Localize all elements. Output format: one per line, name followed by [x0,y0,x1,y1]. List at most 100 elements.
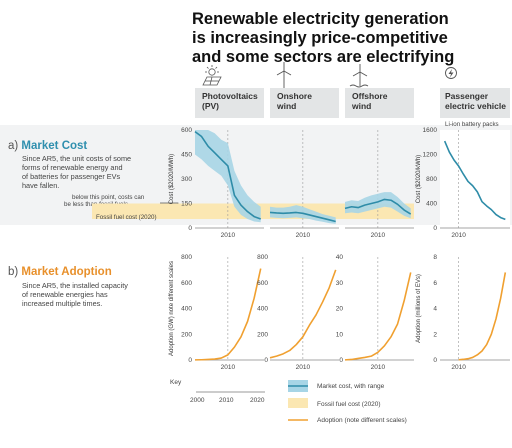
panel-4-ylabel: Adoption (GW) note different scales [169,261,175,356]
header-bg-pv [195,88,264,118]
panel-5-ytick-400: 400 [257,306,268,313]
panel-0-ytick-600: 600 [181,127,192,134]
panel-6-ytick-0: 0 [339,357,343,364]
panel-3-ytick-1200: 1200 [423,152,438,159]
section-a-desc-1: Since AR5, the unit costs of some [22,154,131,163]
panel-5-ytick-800: 800 [257,254,268,261]
panel-5-xtick-2010: 2010 [296,364,311,371]
chart-title-line-3: and some sectors are electrifying [192,48,454,66]
header-ev-2: electric vehicle [445,101,506,111]
header-offshore-2: wind [351,101,371,111]
panel-4-ytick-400: 400 [181,306,192,313]
key-tick-2010: 2010 [219,397,234,404]
key: Key 2000 2010 2020 Market cost, with ran… [170,379,407,424]
panel-0-cost-line [194,130,261,220]
panel-0-cost-range [195,130,261,223]
panel-7-ytick-8: 8 [433,254,437,261]
panel-3-cost-line [443,140,506,221]
header-pv-2: (PV) [202,101,219,111]
panel-1-xtick-2010: 2010 [296,232,311,239]
panel-3-ytick-800: 800 [426,176,437,183]
key-label-cost: Market cost, with range [317,383,385,390]
panel-0-ytick-0: 0 [188,225,192,232]
key-tick-2000: 2000 [190,397,205,404]
panel-2-cost-line [344,198,412,215]
section-a-desc-3: of batteries for passenger EVs [22,172,121,181]
panel-5-ytick-600: 600 [257,280,268,287]
panel-5-ytick-0: 0 [264,357,268,364]
section-a-desc-4: have fallen. [22,181,59,190]
panel-4-ytick-600: 600 [181,280,192,287]
panel-6-bg [345,257,414,360]
solar-panel-icon [202,65,222,86]
fossil-fuel-label: Fossil fuel cost (2020) [96,214,157,221]
wind-turbine-icon [276,62,292,88]
panel-7-ytick-4: 4 [433,306,437,313]
panel-2-xtick-2010: 2010 [371,232,386,239]
panel-0-xtick-2010: 2010 [221,232,236,239]
column-headers: Photovoltaics (PV) Onshore wind Offshore… [195,62,510,128]
panel-7-xtick-2010: 2010 [451,364,466,371]
panel-4-ytick-0: 0 [188,357,192,364]
header-onshore-2: wind [276,101,296,111]
key-swatch-fossil [288,398,308,408]
panel-4-ytick-200: 200 [181,331,192,338]
panel-4-bg [195,257,264,360]
panel-7-ytick-2: 2 [433,331,437,338]
panel-2-cost-range [345,192,411,219]
section-b-heading: b) Market Adoption [8,266,112,278]
panel-5-ytick-200: 200 [257,331,268,338]
panel-3-xtick-2010: 2010 [451,232,466,239]
panel-6-ytick-10: 10 [336,331,344,338]
panel-0-ytick-450: 450 [181,152,192,159]
section-a-heading: a) Market Cost [8,140,87,152]
fossil-note-line-1: below this point, costs can [72,194,145,201]
panel-6-xtick-2010: 2010 [371,364,386,371]
section-b-desc-1: Since AR5, the installed capacity [22,281,128,290]
section-b-desc-3: increased multiple times. [22,299,102,308]
panel-6-ytick-20: 20 [336,306,344,313]
panel-6-ytick-30: 30 [336,280,344,287]
header-onshore-1: Onshore [277,91,312,101]
panel-5-bg [270,257,339,360]
key-label-adoption: Adoption (note different scales) [317,417,407,424]
header-bg-offshore [345,88,414,118]
panel-4-adoption-line [194,268,262,361]
panel-3-ytick-0: 0 [433,225,437,232]
ev-charger-icon [445,67,457,79]
panel-1-cost-line [269,211,336,223]
panel-7-ylabel: Adoption (millions of EVs) [416,274,422,343]
panel-3-ytick-1600: 1600 [423,127,438,134]
header-pv-1: Photovoltaics [202,91,258,101]
panel-7-bg [440,257,510,360]
offshore-wind-icon [349,64,369,88]
panel-4-xtick-2010: 2010 [221,364,236,371]
panel-3-bg [440,130,510,228]
header-ev-1: Passenger [445,91,489,101]
panel-3-ylabel: Cost ($2020/kWh) [416,155,422,203]
panel-7-adoption-line [458,272,507,361]
panel-4-ytick-800: 800 [181,254,192,261]
section-a-desc-2: forms of renewable energy and [22,163,123,172]
key-tick-2020: 2020 [250,397,265,404]
panel-0-ytick-300: 300 [181,176,192,183]
panel-0-ylabel: Cost ($2020/MWh) [169,154,175,204]
panel-3-ytick-400: 400 [426,201,437,208]
section-b-desc-2: of renewable energies has [22,290,108,299]
panel-1-cost-range [270,205,336,224]
panel-7-ytick-6: 6 [433,280,437,287]
panel-7-ytick-0: 0 [433,357,437,364]
header-bg-ev [440,88,510,118]
chart-title-line-2: is increasingly price-competitive [192,29,448,47]
key-label-fossil: Fossil fuel cost (2020) [317,401,381,408]
header-offshore-1: Offshore [352,91,388,101]
panel-6-adoption-line [344,272,412,361]
panel-0-ytick-150: 150 [181,201,192,208]
panel-6-ytick-40: 40 [336,254,344,261]
panel-5-adoption-line [269,269,337,359]
ev-subtitle: Li-ion battery packs [445,121,499,128]
chart-title-line-1: Renewable electricity generation [192,10,449,28]
header-bg-onshore [270,88,339,118]
